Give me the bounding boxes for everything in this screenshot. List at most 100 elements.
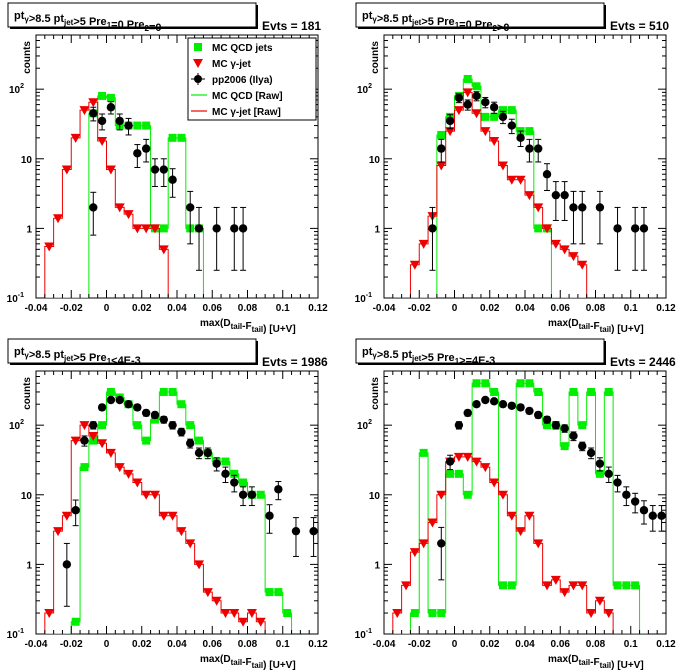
data-point xyxy=(551,190,561,200)
data-point xyxy=(622,490,631,499)
gjet-marker xyxy=(489,478,500,488)
x-tick-label: 0 xyxy=(104,303,110,314)
data-point xyxy=(115,395,124,405)
data-point xyxy=(445,116,455,126)
gjet-marker xyxy=(515,175,526,185)
data-point xyxy=(124,121,133,130)
qcd-marker xyxy=(613,581,622,590)
title-box-shadow xyxy=(10,363,258,365)
data-point xyxy=(542,415,552,424)
data-point xyxy=(247,490,257,499)
gjet-marker xyxy=(105,165,116,175)
qcd-marker xyxy=(133,121,142,130)
data-point xyxy=(472,91,481,101)
gjet-marker xyxy=(229,609,240,619)
y-axis-title: counts xyxy=(22,41,33,74)
plot-panel-4: -0.04 -0.02 0 0.02 0.04 0.06 0.08 0.1 0.12 10-1 1 1… xyxy=(355,338,676,671)
data-point xyxy=(463,100,472,109)
gjet-marker xyxy=(123,210,134,220)
panel-title: ptγ>8.5 ptjet>5 Pre1<4E-3 xyxy=(14,346,141,367)
y-tick-label: 10-1 xyxy=(7,628,24,641)
qcd-marker xyxy=(498,106,507,115)
x-tick-label: 0.12 xyxy=(656,639,676,650)
x-tick-label: 0.04 xyxy=(167,639,187,650)
gjet-marker xyxy=(61,165,72,175)
x-tick-label: 0.12 xyxy=(308,303,328,314)
data-point xyxy=(89,420,98,430)
data-point xyxy=(489,103,499,112)
gjet-marker xyxy=(88,98,99,108)
data-point xyxy=(238,490,248,499)
data-point xyxy=(106,103,116,112)
x-tick-label: 0.02 xyxy=(480,639,500,650)
qcd-marker xyxy=(168,133,177,142)
data-point xyxy=(507,401,516,410)
data-point xyxy=(194,448,204,458)
gjet-marker xyxy=(44,609,55,619)
data-point xyxy=(534,144,543,153)
title-box xyxy=(7,338,257,364)
gjet-marker xyxy=(211,596,222,606)
x-tick-label: 0.06 xyxy=(203,303,223,314)
x-tick-label: -0.04 xyxy=(373,639,396,650)
data-point xyxy=(525,144,534,153)
gjet-marker xyxy=(79,421,90,431)
data-point xyxy=(97,403,107,412)
x-tick-label: 0.1 xyxy=(276,303,290,314)
data-point xyxy=(630,224,640,233)
qcd-marker xyxy=(560,442,569,451)
qcd-marker xyxy=(177,133,186,142)
qcd-marker xyxy=(98,421,107,430)
qcd-marker xyxy=(543,421,552,430)
qcd-marker xyxy=(481,112,490,121)
data-point xyxy=(437,144,446,153)
qcd-marker xyxy=(410,609,419,618)
y-axis-title: counts xyxy=(370,41,381,74)
x-tick-label: 0.08 xyxy=(586,303,606,314)
qcd-marker xyxy=(631,581,640,590)
gjet-marker xyxy=(524,191,535,201)
qcd-marker xyxy=(106,93,115,102)
data-point xyxy=(186,203,195,212)
x-axis-title: max(Dtail-Ftail) [U+V] xyxy=(200,318,296,335)
qcd-marker xyxy=(133,421,142,430)
data-point xyxy=(62,560,72,569)
gjet-marker xyxy=(471,109,482,119)
qcd-marker xyxy=(490,387,499,396)
legend-label: MC QCD jets xyxy=(212,43,273,54)
x-tick-label: 0.12 xyxy=(656,303,676,314)
gjet-marker xyxy=(542,224,553,234)
title-box-shadow-right xyxy=(604,5,606,29)
gjet-marker xyxy=(453,452,464,462)
qcd-marker xyxy=(481,379,490,388)
gjet-marker xyxy=(123,469,134,479)
data-point xyxy=(437,539,446,548)
qcd-marker xyxy=(595,469,604,478)
data-point xyxy=(177,427,186,437)
y-axis-title: counts xyxy=(22,377,33,410)
data-point xyxy=(124,400,133,409)
gjet-marker xyxy=(44,242,55,252)
data-point xyxy=(657,511,666,520)
data-point xyxy=(428,224,437,233)
x-tick-label: -0.02 xyxy=(408,303,431,314)
gjet-marker xyxy=(176,527,187,537)
gjet-marker xyxy=(185,539,196,549)
gjet-marker xyxy=(577,581,588,591)
data-point xyxy=(613,478,622,487)
qcd-marker xyxy=(463,74,472,83)
gjet-marker xyxy=(132,224,143,234)
gjet-marker xyxy=(418,539,429,549)
qcd-marker xyxy=(516,379,525,388)
gjet-marker xyxy=(238,617,249,627)
x-tick-label: 0 xyxy=(104,639,110,650)
qcd-marker xyxy=(534,387,543,396)
gjet-marker xyxy=(506,511,517,521)
gjet-marker xyxy=(568,252,579,262)
event-count: Evts = 2446 xyxy=(610,355,676,369)
qcd-marker xyxy=(604,387,613,396)
qcd-marker xyxy=(622,581,631,590)
data-point xyxy=(578,441,587,451)
data-point xyxy=(498,400,508,409)
data-point xyxy=(578,203,587,212)
